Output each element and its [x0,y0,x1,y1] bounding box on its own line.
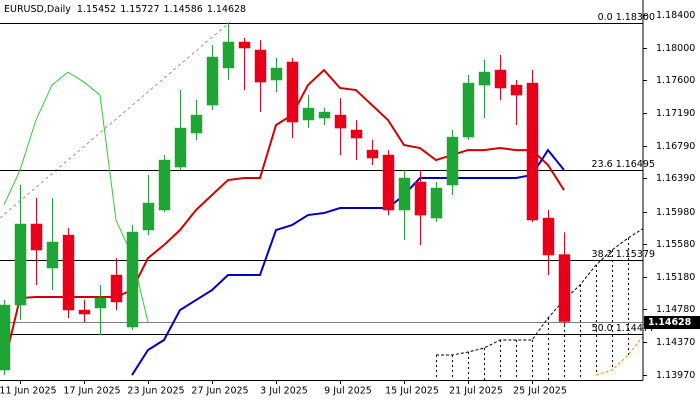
y-tick-label: 1.16390 [656,173,695,184]
fib-trend-line [0,21,231,219]
candle-body [142,202,155,231]
header-low: 1.14586 [164,4,203,15]
x-tick-label: 27 Jun 2025 [191,386,248,397]
candle-body [110,274,123,303]
cloud-span-a [436,228,643,356]
candle-body [190,114,203,134]
y-tick-label: 1.14780 [656,304,695,315]
candle-body [334,114,347,129]
symbol: EURUSD,Daily [4,4,71,15]
candle-body [158,159,171,211]
last-price-label: 1.14628 [648,317,692,328]
candle-body [318,111,331,119]
candle-body [206,56,219,106]
candle-body [478,71,491,86]
x-tick-label: 11 Jun 2025 [0,386,57,397]
candle-body [174,127,187,168]
chart-header: EURUSD,Daily 1.15452 1.15727 1.14586 1.14628 [4,4,246,15]
candle-body [510,84,523,96]
candle-body [126,231,139,328]
candle-body [78,309,91,315]
x-tick-label: 9 Jul 2025 [324,386,372,397]
last-price-tag [644,316,700,329]
x-tick-label: 17 Jun 2025 [63,386,120,397]
candle-body [270,67,283,81]
x-tick-label: 25 Jul 2025 [513,386,567,397]
cloud-span-b [595,335,643,376]
y-tick-label: 1.15980 [656,207,695,218]
fib-level-label: 23.6 1.16495 [592,159,655,170]
candle-body [238,41,251,49]
header-open: 1.15452 [77,4,116,15]
plot-area [0,21,643,380]
candle-body [462,82,475,138]
candle-body [446,136,459,186]
candle-body [46,241,59,269]
candle-body [254,49,267,83]
candle-body [302,107,315,121]
y-tick-label: 1.18000 [656,43,695,54]
fib-level-label: 0.0 1.18300 [598,12,655,23]
candle-body [382,154,395,211]
candle-body [0,304,11,371]
y-tick-label: 1.13970 [656,370,695,381]
header-close: 1.14628 [207,4,246,15]
candle-body [398,177,411,211]
candle-body [526,82,539,221]
candle-body [414,181,427,216]
candle-body [222,41,235,69]
fib-level-label: 38.2 1.15379 [592,249,655,260]
header-high: 1.15727 [120,4,159,15]
indicator-line [3,71,149,323]
x-tick-label: 23 Jun 2025 [127,386,184,397]
y-tick-label: 1.17600 [656,75,695,86]
candle-body [494,69,507,89]
candle-body [14,223,27,306]
indicator-line [131,148,565,376]
y-tick-label: 1.17190 [656,108,695,119]
y-tick-label: 1.18400 [656,10,695,21]
indicator-line [3,68,565,366]
y-tick-label: 1.15580 [656,239,695,250]
y-tick-label: 1.16790 [656,141,695,152]
x-tick-label: 21 Jul 2025 [449,386,503,397]
fib-level-label: 50.0 1.14477 [592,323,655,334]
x-tick-label: 15 Jul 2025 [385,386,439,397]
candle-body [366,149,379,159]
candle-body [30,223,43,251]
candle-body [94,297,107,309]
y-tick-label: 1.15180 [656,272,695,283]
x-tick-label: 3 Jul 2025 [260,386,308,397]
candle-body [430,187,443,219]
candle-body [62,234,75,311]
candle-body [350,129,363,139]
candle-body [542,217,555,256]
y-tick-label: 1.14370 [656,337,695,348]
candle-body [286,61,299,123]
candle-body [558,254,571,322]
